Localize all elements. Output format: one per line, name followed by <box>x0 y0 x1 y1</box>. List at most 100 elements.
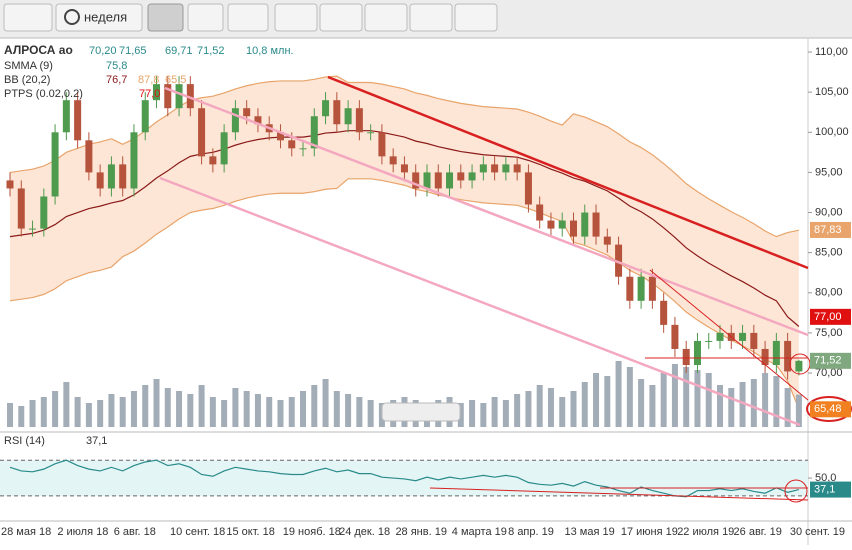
candle-body <box>389 156 397 165</box>
volume-bar <box>367 400 374 427</box>
y-tick-label: 105,00 <box>815 86 849 98</box>
y-tick-label: 85,00 <box>815 247 843 259</box>
volume-bar <box>457 403 464 427</box>
plot <box>0 75 808 498</box>
y-tick-label: 90,00 <box>815 206 843 218</box>
volume-bar <box>164 388 171 427</box>
candle-body <box>739 332 747 341</box>
bb-mid: 76,7 <box>106 74 127 86</box>
volume-bar <box>784 388 791 427</box>
volume-bar <box>694 370 701 427</box>
candle-body <box>310 116 318 149</box>
volume-bar <box>63 382 70 427</box>
candle-body <box>558 220 566 229</box>
volume-bar <box>615 361 622 427</box>
trend-line <box>164 86 809 337</box>
fib-tool-button[interactable] <box>364 3 408 32</box>
candle-body <box>141 100 149 133</box>
scroll-control[interactable] <box>381 402 461 422</box>
x-tick-label: 28 янв. 19 <box>395 526 447 538</box>
ohlc-high: 71,65 <box>119 45 147 57</box>
crosshair-button[interactable] <box>147 3 184 32</box>
candle-body <box>299 148 307 150</box>
candle-body <box>243 108 251 117</box>
candle-body <box>231 108 239 133</box>
candle-body <box>51 132 59 197</box>
candle-body <box>400 164 408 173</box>
x-tick-label: 4 марта 19 <box>452 526 507 538</box>
candle-body <box>615 244 623 277</box>
rsi-trend-line <box>429 487 809 501</box>
candle-body <box>693 340 701 365</box>
candle-body <box>6 180 14 189</box>
volume-bar <box>209 397 216 427</box>
scale-button[interactable] <box>187 3 224 32</box>
bb-up: 87,8 <box>138 74 159 86</box>
y-tick-label: 100,00 <box>815 126 849 138</box>
volume-bar <box>649 385 656 427</box>
volume-bar <box>795 394 802 427</box>
volume-bar <box>547 388 554 427</box>
bb-band <box>10 76 799 410</box>
volume-bar <box>142 385 149 427</box>
volume-bar <box>671 364 678 427</box>
bb-label: BB (20,2) <box>4 74 50 86</box>
rsi-tag-label: 37,1 <box>814 483 835 495</box>
volume-bar <box>18 406 25 427</box>
candle-body <box>412 172 420 189</box>
volume-value: 10,8 млн. <box>246 45 294 57</box>
y-tick-label: 70,00 <box>815 367 843 379</box>
candle-body <box>378 132 386 157</box>
candle-body <box>671 324 679 349</box>
candle-body <box>254 116 262 125</box>
indicators-button[interactable] <box>227 3 269 32</box>
volume-bar <box>345 394 352 427</box>
x-tick-label: 8 апр. 19 <box>508 526 554 538</box>
shape-tool-button[interactable] <box>319 3 363 32</box>
volume-bar <box>40 397 47 427</box>
candle-body <box>175 84 183 109</box>
candle-body <box>333 100 341 125</box>
volume-bar <box>29 400 36 427</box>
image-button[interactable] <box>454 3 498 32</box>
candle-body <box>322 100 330 117</box>
candle-body <box>446 172 454 189</box>
period-button[interactable] <box>55 3 143 32</box>
volume-bar <box>97 400 104 427</box>
candle-body <box>107 164 115 189</box>
volume-bar <box>266 397 273 427</box>
smma-label: SMMA (9) <box>4 60 53 72</box>
volume-bar <box>604 376 611 427</box>
candle-body <box>164 84 172 109</box>
candle-body <box>648 276 656 301</box>
x-tick-label: 22 июля 19 <box>677 526 734 538</box>
candle-body <box>29 228 37 230</box>
volume-bar <box>536 385 543 427</box>
candle-body <box>367 132 375 134</box>
candle-body <box>186 84 194 109</box>
candle-body <box>276 132 284 141</box>
text-tool-button[interactable] <box>409 3 453 32</box>
candle-body <box>761 348 769 365</box>
candle-body <box>491 164 499 173</box>
volume-bar <box>254 394 261 427</box>
price-tag-label: 71,52 <box>814 355 842 367</box>
volume-bar <box>176 391 183 427</box>
volume-bar <box>581 382 588 427</box>
line-tool-button[interactable] <box>274 3 318 32</box>
candle-body <box>592 212 600 237</box>
period-label: неделя <box>84 9 127 24</box>
price-tag-label: 87,83 <box>814 224 842 236</box>
candle-body <box>130 132 138 189</box>
volume-bar <box>108 394 115 427</box>
candle-body <box>750 332 758 349</box>
volume-bar <box>626 367 633 427</box>
smma-value: 75,8 <box>106 60 127 72</box>
y-tick-label: 75,00 <box>815 327 843 339</box>
y-tick-label: 80,00 <box>815 287 843 299</box>
volume-bar <box>187 394 194 427</box>
candle-body <box>536 204 544 221</box>
chart-type-button[interactable] <box>3 3 53 32</box>
candle-body <box>198 108 206 157</box>
candle-body <box>581 212 589 237</box>
